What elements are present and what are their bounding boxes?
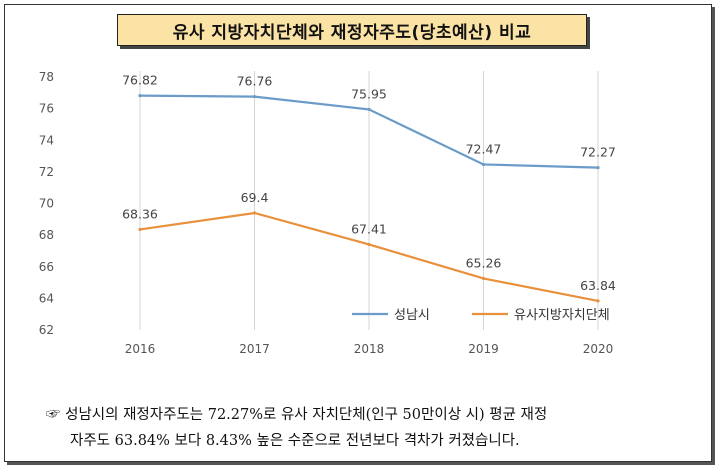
data-label: 76.76 — [237, 74, 273, 89]
y-tick-label: 74 — [39, 133, 54, 147]
data-label: 65.26 — [466, 255, 502, 270]
y-tick-label: 62 — [39, 323, 54, 337]
x-tick-label: 2018 — [354, 342, 385, 356]
y-tick-label: 72 — [39, 165, 54, 179]
data-point — [138, 94, 142, 98]
data-label: 72.27 — [580, 145, 616, 160]
note-line-2: 자주도 63.84% 보다 8.43% 높은 수준으로 전년보다 격차가 커졌습… — [70, 433, 520, 449]
data-label: 75.95 — [351, 86, 387, 101]
chart-area: 62 64 66 68 70 72 74 76 78 2016 2017 2018 2019 2020 76… — [30, 56, 678, 368]
line-chart: 62 64 66 68 70 72 74 76 78 2016 2017 2018 2019 2020 76… — [39, 70, 616, 356]
data-point — [252, 211, 257, 215]
pointing-hand-icon: ☞ — [46, 407, 61, 423]
data-point — [367, 242, 371, 247]
x-tick-label: 2017 — [239, 342, 270, 356]
data-label: 72.47 — [466, 141, 502, 156]
data-label: 69.4 — [241, 190, 269, 205]
x-tick-label: 2016 — [125, 342, 156, 356]
data-point — [138, 227, 142, 232]
note-text-1: 성남시의 재정자주도는 72.27%로 유사 자치단체(인구 50만이상 시) … — [65, 407, 548, 423]
x-tick-label: 2019 — [468, 342, 499, 356]
data-point — [481, 276, 486, 281]
y-tick-label: 70 — [39, 197, 54, 211]
summary-note: ☞ 성남시의 재정자주도는 72.27%로 유사 자치단체(인구 50만이상 시… — [46, 402, 676, 454]
y-tick-label: 68 — [39, 228, 54, 242]
note-line-1: ☞ 성남시의 재정자주도는 72.27%로 유사 자치단체(인구 50만이상 시… — [46, 402, 676, 428]
data-label: 68.36 — [122, 206, 158, 221]
legend-label: 성남시 — [394, 308, 430, 323]
data-point — [252, 95, 257, 99]
data-label: 63.84 — [580, 278, 616, 293]
legend-label: 유사지방자치단체 — [514, 308, 610, 323]
y-tick-label: 64 — [39, 291, 54, 305]
y-tick-label: 66 — [39, 260, 54, 274]
figure-frame — [4, 4, 712, 462]
chart-title: 유사 지방자치단체와 재정자주도(당초예산) 비교 — [117, 14, 587, 46]
data-point — [596, 166, 600, 170]
data-point — [481, 162, 486, 167]
data-label: 67.41 — [351, 221, 387, 236]
data-label: 76.82 — [122, 73, 158, 88]
y-tick-label: 76 — [39, 102, 54, 116]
data-point — [596, 299, 600, 303]
y-tick-label: 78 — [39, 70, 54, 84]
data-point — [367, 107, 371, 112]
x-tick-label: 2020 — [583, 342, 614, 356]
